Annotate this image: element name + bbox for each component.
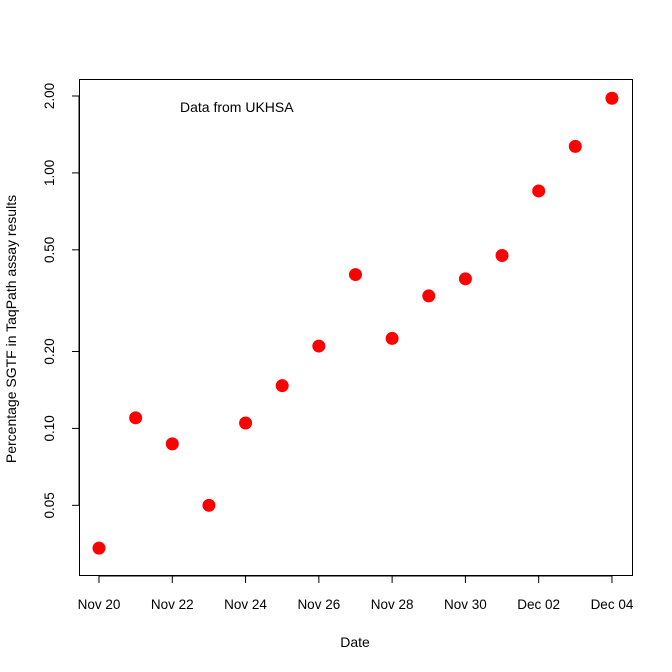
x-tick-label: Nov 22 bbox=[151, 597, 194, 612]
data-point bbox=[385, 331, 399, 345]
plot-box bbox=[79, 79, 633, 576]
x-tick-label: Dec 04 bbox=[591, 597, 634, 612]
y-tick-label: 1.00 bbox=[42, 160, 57, 186]
data-point bbox=[165, 437, 179, 451]
x-axis: Nov 20 Nov 22 Nov 24 Nov 26 Nov 28 Nov 30 Dec … bbox=[78, 575, 634, 612]
x-tick-label: Dec 02 bbox=[517, 597, 560, 612]
data-point bbox=[275, 379, 289, 393]
data-point bbox=[495, 249, 509, 263]
data-point bbox=[532, 184, 546, 198]
data-points bbox=[92, 91, 619, 555]
x-tick-label: Nov 26 bbox=[297, 597, 340, 612]
y-tick-label: 2.00 bbox=[42, 83, 57, 109]
data-point bbox=[568, 139, 582, 153]
y-tick-label: 0.10 bbox=[42, 415, 57, 441]
y-axis: 0.05 0.10 0.20 0.50 1.00 2.00 bbox=[42, 83, 80, 518]
data-point bbox=[348, 268, 362, 282]
y-tick-label: 0.20 bbox=[42, 338, 57, 364]
y-axis-label: Percentage SGTF in TaqPath assay results bbox=[3, 195, 19, 463]
data-point bbox=[239, 416, 253, 430]
data-point bbox=[458, 272, 472, 286]
data-point bbox=[92, 541, 106, 555]
y-tick-label: 0.50 bbox=[42, 237, 57, 263]
data-point bbox=[312, 339, 326, 353]
data-point bbox=[129, 411, 143, 425]
data-point bbox=[202, 498, 216, 512]
annotation: Data from UKHSA bbox=[180, 99, 294, 115]
x-tick-label: Nov 30 bbox=[444, 597, 487, 612]
x-tick-label: Nov 20 bbox=[78, 597, 121, 612]
x-axis-label: Date bbox=[340, 634, 370, 650]
x-tick-label: Nov 28 bbox=[371, 597, 414, 612]
x-tick-label: Nov 24 bbox=[224, 597, 267, 612]
y-tick-label: 0.05 bbox=[42, 492, 57, 518]
data-point bbox=[605, 91, 619, 105]
data-point bbox=[422, 289, 436, 303]
